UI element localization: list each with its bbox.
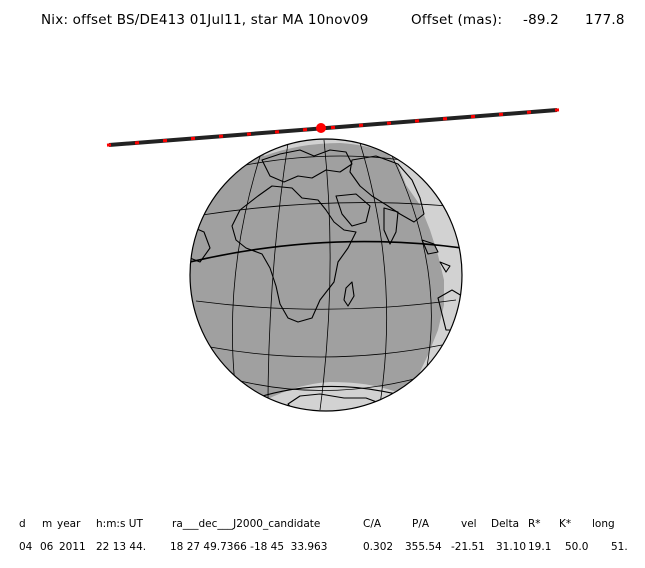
value-kstar: 50.0 [565, 541, 589, 553]
value-year: 2011 [59, 541, 86, 553]
value-pa: 355.54 [405, 541, 442, 553]
header-pa: P/A [412, 518, 430, 530]
offset-label: Offset (mas): [411, 12, 503, 28]
header-vel: vel [461, 518, 477, 530]
australia-outline [437, 289, 462, 331]
header-day: d [19, 518, 26, 530]
value-delta: 31.10 [496, 541, 527, 553]
header-long: long [592, 518, 615, 530]
parallel-line [195, 299, 457, 310]
madagascar-outline [343, 281, 355, 307]
header-time: h:m:s UT [96, 518, 143, 530]
coastlines [190, 149, 462, 411]
graticule [195, 139, 457, 411]
value-ca: 0.302 [363, 541, 394, 553]
africa-outline [231, 185, 357, 323]
header-year: year [57, 518, 81, 530]
south-america-outline [190, 225, 211, 263]
event-marker [316, 123, 326, 133]
value-long: 51. [611, 541, 628, 553]
title-row: Nix: offset BS/DE413 01Jul11, star MA 10… [0, 12, 645, 32]
parallel-line [209, 344, 443, 358]
header-ca: C/A [363, 518, 382, 530]
value-rstar: 19.1 [528, 541, 552, 553]
value-time: 22 13 44. [96, 541, 147, 553]
meridian-line [319, 139, 331, 411]
header-kstar: K* [559, 518, 572, 530]
asia-outline [349, 155, 425, 223]
ice-edge-outline [255, 385, 405, 399]
indonesia-outline [439, 261, 451, 273]
antarctica-outline [287, 393, 401, 411]
meridian-line [391, 155, 432, 373]
parallel-line [201, 202, 449, 216]
value-radec: 18 27 49.7366 -18 45 33.963 [170, 541, 328, 553]
header-radec: ra___dec___J2000_candidate [172, 518, 321, 530]
europe-outline [261, 149, 353, 183]
meridian-line [359, 142, 388, 405]
track-marks [106, 108, 560, 147]
indonesia-outline [421, 239, 439, 255]
india-outline [383, 207, 399, 245]
globe-limb [189, 138, 463, 412]
parallel-line [245, 155, 403, 166]
header-delta: Delta [491, 518, 520, 530]
globe-disc [190, 139, 462, 411]
header-month: m [42, 518, 53, 530]
value-vel: -21.51 [451, 541, 485, 553]
header-rstar: R* [528, 518, 541, 530]
parallel-line [235, 377, 419, 391]
value-day: 04 [19, 541, 33, 553]
equator-line [190, 240, 462, 263]
offset-x-value: -89.2 [523, 12, 559, 28]
plot-title: Nix: offset BS/DE413 01Jul11, star MA 10… [41, 12, 369, 28]
offset-y-value: 177.8 [585, 12, 625, 28]
meridian-line [267, 142, 289, 408]
value-month: 06 [40, 541, 54, 553]
arabia-outline [335, 193, 371, 227]
meridian-line [231, 149, 263, 395]
